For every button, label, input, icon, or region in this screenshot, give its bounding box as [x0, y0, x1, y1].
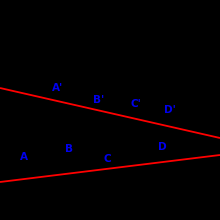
Text: D: D: [158, 142, 167, 152]
Text: A': A': [52, 83, 63, 93]
Text: B: B: [65, 144, 73, 154]
Text: A: A: [20, 152, 28, 162]
Text: C: C: [103, 154, 111, 164]
Text: B': B': [93, 95, 104, 105]
Text: D': D': [164, 105, 176, 115]
Text: C': C': [130, 99, 141, 109]
